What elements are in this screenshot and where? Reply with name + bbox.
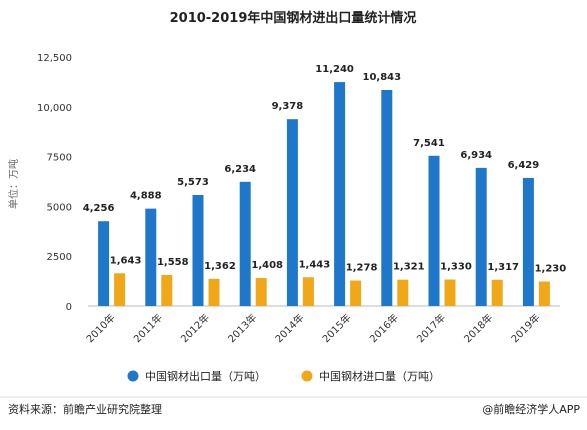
x-tick-label: 2011年	[131, 311, 165, 345]
x-tick-label: 2017年	[414, 311, 448, 345]
data-label-import: 1,408	[251, 260, 283, 271]
bar-import	[350, 280, 362, 306]
data-label-export: 4,256	[83, 203, 115, 214]
bar-import	[255, 277, 267, 306]
bar-export	[239, 181, 251, 306]
bar-export	[286, 119, 298, 306]
bar-import	[444, 279, 456, 306]
x-axis: 2010年 2011年 2012年 2013年 2014年 2015年 2016年 2017年…	[83, 311, 542, 345]
bar-export	[145, 208, 157, 306]
y-tick-label: 12,500	[37, 53, 72, 64]
bars	[98, 82, 550, 306]
y-tick-label: 0	[66, 302, 72, 313]
data-label-export: 7,541	[413, 138, 445, 149]
x-tick-label: 2014年	[272, 311, 306, 345]
x-tick-label: 2010年	[83, 311, 117, 345]
bar-import	[161, 274, 173, 306]
legend-label-export: 中国钢材出口量（万吨）	[145, 369, 266, 383]
footer-brand: @前瞻经济学人APP	[482, 402, 580, 416]
data-label-export: 6,429	[508, 160, 540, 171]
y-tick-label: 10,000	[37, 103, 72, 114]
legend-swatch-import	[301, 370, 313, 382]
bar-export	[522, 177, 534, 306]
bar-import	[302, 277, 314, 306]
x-tick-label: 2012年	[178, 311, 212, 345]
y-tick-label: 2500	[47, 252, 72, 263]
x-tick-label: 2016年	[367, 311, 401, 345]
data-label-export: 10,843	[363, 72, 402, 83]
bar-import	[114, 273, 126, 306]
data-label-export: 9,378	[272, 101, 304, 112]
y-tick-label: 7500	[47, 153, 72, 164]
data-label-import: 1,643	[110, 255, 142, 266]
bar-export	[192, 194, 204, 306]
data-label-import: 1,362	[204, 261, 236, 272]
chart-title: 2010-2019年中国钢材进出口量统计情况	[170, 10, 417, 26]
x-tick-label: 2018年	[461, 311, 495, 345]
bar-import	[397, 279, 409, 306]
bar-export	[381, 90, 393, 306]
y-axis: 0 2500 5000 7500 10,000 12,500	[37, 53, 72, 313]
legend-label-import: 中国钢材进口量（万吨）	[319, 369, 440, 383]
data-label-export: 5,573	[177, 177, 209, 188]
bar-export	[334, 82, 346, 306]
data-label-import: 1,558	[157, 257, 189, 268]
legend: 中国钢材出口量（万吨） 中国钢材进口量（万吨）	[127, 369, 440, 383]
legend-swatch-export	[127, 370, 139, 382]
footer-source: 资料来源：前瞻产业研究院整理	[8, 402, 162, 416]
bar-export	[428, 155, 440, 306]
x-tick-label: 2019年	[508, 311, 542, 345]
x-tick-label: 2015年	[319, 311, 353, 345]
data-label-import: 1,317	[487, 262, 519, 273]
x-tick-label: 2013年	[225, 311, 259, 345]
bar-import	[538, 281, 550, 306]
data-label-import: 1,230	[535, 263, 567, 274]
bar-import	[208, 278, 220, 306]
data-label-import: 1,330	[440, 262, 472, 273]
y-tick-label: 5000	[47, 202, 72, 213]
data-label-export: 11,240	[315, 64, 354, 75]
data-label-import: 1,278	[346, 263, 378, 274]
bar-import	[491, 279, 503, 306]
bar-export	[475, 167, 487, 306]
data-label-export: 4,888	[130, 191, 162, 202]
data-label-export: 6,934	[460, 150, 492, 161]
data-label-export: 6,234	[224, 164, 256, 175]
data-label-import: 1,321	[393, 262, 425, 273]
bar-export	[98, 221, 110, 306]
data-label-import: 1,443	[299, 259, 331, 270]
y-axis-label: 单位：万吨	[7, 159, 20, 209]
data-labels: 4,256 1,643 4,888 1,558 5,573 1,362 6,234 1,408…	[83, 64, 566, 274]
